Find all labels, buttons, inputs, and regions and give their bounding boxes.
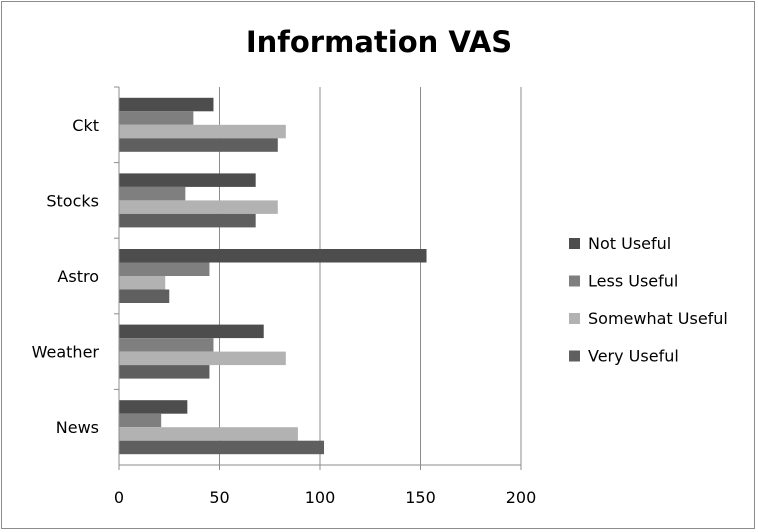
bar: [119, 97, 214, 112]
bar: [119, 111, 194, 125]
legend-label: Somewhat Useful: [588, 309, 728, 328]
x-tick-labels: 0 50 100 150 200: [114, 488, 536, 507]
bar: [119, 186, 186, 201]
bar: [119, 400, 188, 414]
axes: [114, 86, 522, 470]
legend-swatch: [569, 350, 580, 362]
bars: [119, 97, 427, 455]
bar: [119, 138, 278, 152]
legend-label: Less Useful: [588, 272, 678, 291]
category-label: Ckt: [72, 116, 99, 135]
x-tick-label: 0: [114, 488, 124, 507]
bar: [119, 213, 256, 228]
x-tick-label: 150: [405, 488, 436, 507]
legend-swatch: [569, 275, 580, 287]
category-label: Stocks: [46, 191, 99, 210]
bar: [119, 427, 298, 441]
bar: [119, 173, 256, 187]
bar: [119, 124, 286, 139]
legend: Not Useful Less Useful Somewhat Useful Very…: [569, 234, 728, 366]
legend-swatch: [569, 238, 580, 249]
legend-label: Very Useful: [588, 347, 679, 366]
category-label: Astro: [57, 267, 99, 286]
bar: [119, 440, 325, 455]
bar: [119, 262, 210, 276]
bar: [119, 289, 170, 303]
legend-swatch: [569, 313, 580, 324]
category-label: News: [56, 418, 99, 437]
bar: [119, 338, 214, 352]
category-label: Weather: [32, 343, 100, 362]
bar: [119, 413, 162, 428]
bar: [119, 324, 264, 339]
x-tick-label: 200: [506, 488, 537, 507]
legend-label: Not Useful: [588, 234, 671, 253]
bar: [119, 276, 166, 290]
x-tick-label: 50: [209, 488, 229, 507]
bar: [119, 200, 278, 214]
chart-title: Information VAS: [246, 25, 512, 59]
x-tick-label: 100: [305, 488, 336, 507]
bar: [119, 365, 210, 379]
bar: [119, 351, 286, 366]
category-labels: News Weather Astro Stocks Ckt: [32, 116, 100, 437]
bar: [119, 249, 427, 263]
